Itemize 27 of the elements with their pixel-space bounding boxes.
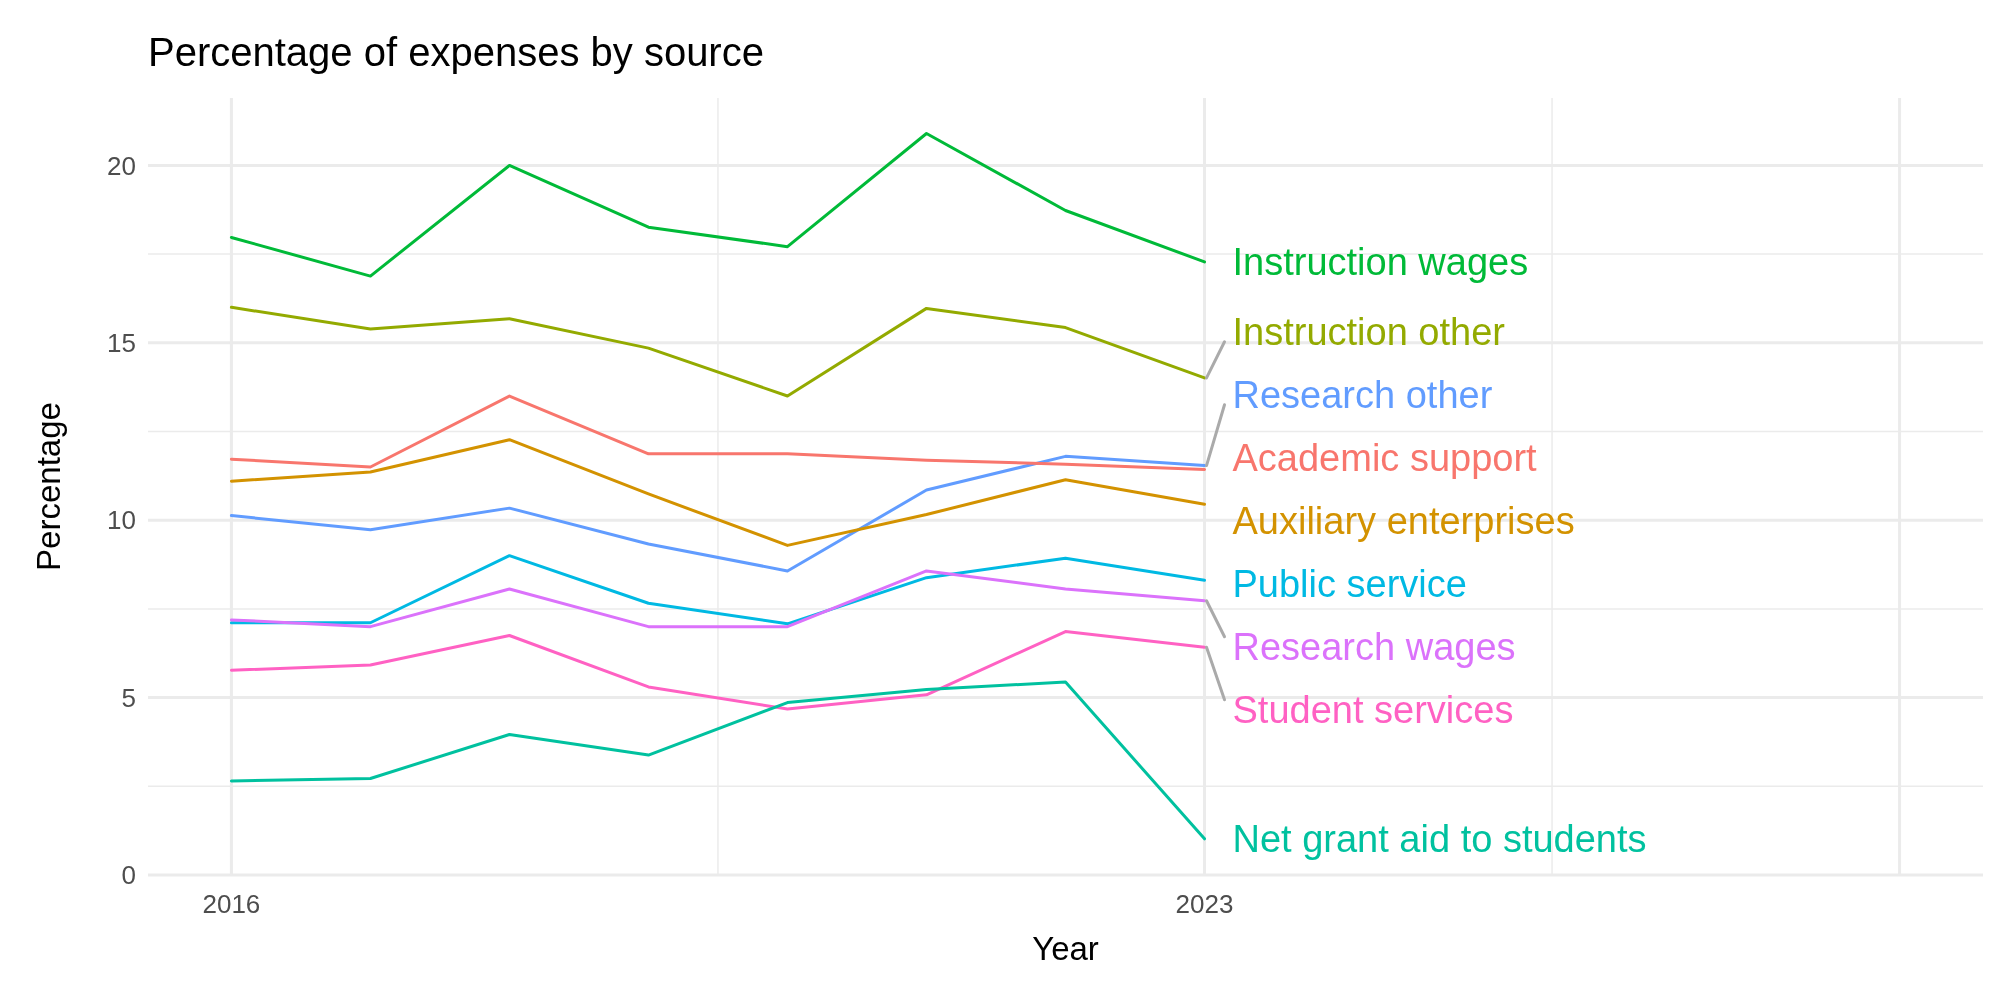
series-label: Student services xyxy=(1232,689,1514,732)
y-axis-title: Percentage xyxy=(30,402,67,571)
line-series xyxy=(229,630,1207,711)
x-tick-label: 2016 xyxy=(202,889,261,919)
line-series xyxy=(229,680,1207,841)
y-tick-label: 5 xyxy=(121,682,136,713)
line-series xyxy=(229,131,1207,278)
series-label: Net grant aid to students xyxy=(1232,818,1647,861)
series-label: Instruction wages xyxy=(1232,241,1529,284)
y-tick-label: 0 xyxy=(121,860,136,891)
y-tick-label: 10 xyxy=(107,505,136,536)
x-tick-label: 2023 xyxy=(1175,889,1234,919)
series-label: Research wages xyxy=(1232,626,1516,669)
x-axis-title: Year xyxy=(1032,930,1099,967)
line-series xyxy=(229,438,1207,547)
series-label: Instruction other xyxy=(1232,311,1506,354)
y-tick-label: 15 xyxy=(107,327,136,358)
line-series xyxy=(229,454,1207,573)
line-series xyxy=(229,394,1207,471)
series-label: Public service xyxy=(1232,563,1467,606)
y-tick-label: 20 xyxy=(107,150,136,181)
chart-title: Percentage of expenses by source xyxy=(148,30,764,74)
series-label: Academic support xyxy=(1232,437,1538,480)
line-series xyxy=(229,305,1207,398)
series-label: Auxiliary enterprises xyxy=(1232,500,1575,543)
series-label: Research other xyxy=(1232,374,1493,417)
line-series xyxy=(229,569,1207,629)
